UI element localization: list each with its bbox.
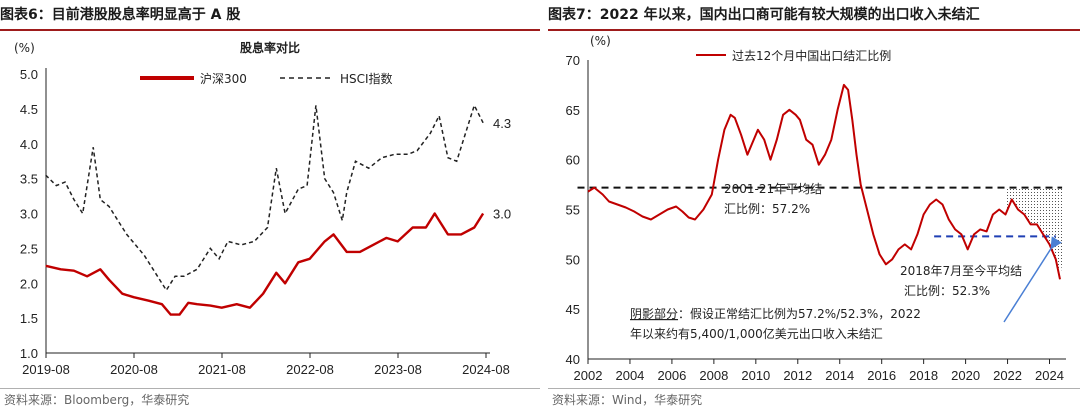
legend-label-csi300: 沪深300 bbox=[200, 72, 247, 86]
y-tick-label: 5.0 bbox=[20, 67, 38, 82]
fx-settlement-chart: (%) 40 45 50 55 60 65 70 2002 2004 2006 2008 2010 201… bbox=[566, 34, 1066, 383]
x-tick-label: 2018 bbox=[909, 368, 938, 383]
source-note-right: 资料来源：Wind，华泰研究 bbox=[552, 393, 703, 407]
x-tick-label: 2019-08 bbox=[22, 362, 70, 377]
x-tick-label: 2006 bbox=[657, 368, 686, 383]
x-tick-label: 2020-08 bbox=[110, 362, 158, 377]
x-tick-label: 2021-08 bbox=[198, 362, 246, 377]
bottom-divider-right bbox=[548, 388, 1080, 389]
annotation-arrow bbox=[1003, 236, 1062, 323]
x-tick-label: 2023-08 bbox=[374, 362, 422, 377]
chart-title: 股息率对比 bbox=[240, 40, 300, 55]
series-line-csi300 bbox=[45, 212, 485, 316]
annotation-shade-line2: 年以来约有5,400/1,000亿美元出口收入未结汇 bbox=[630, 326, 883, 341]
y-tick-label: 40 bbox=[566, 352, 580, 367]
x-tick-label: 2014 bbox=[825, 368, 854, 383]
legend-label-hsci: HSCI指数 bbox=[340, 71, 393, 86]
annotation-avg-2001-21-line1: 2001-21年平均结 bbox=[724, 182, 822, 196]
x-tick-label: 2004 bbox=[615, 368, 644, 383]
y-tick-label: 70 bbox=[566, 53, 580, 68]
x-tick-label: 2012 bbox=[783, 368, 812, 383]
y-unit-label: (%) bbox=[590, 34, 611, 48]
y-tick-label: 2.5 bbox=[20, 241, 38, 256]
y-tick-label: 50 bbox=[566, 252, 580, 267]
end-label-hsci: 4.3 bbox=[493, 116, 511, 131]
y-tick-label: 4.5 bbox=[20, 102, 38, 117]
x-tick-label: 2022-08 bbox=[286, 362, 334, 377]
series-line-fx-settlement bbox=[587, 83, 1061, 280]
y-tick-label: 65 bbox=[566, 103, 580, 118]
y-tick-label: 1.5 bbox=[20, 311, 38, 326]
panel-right: 图表7：2022 年以来，国内出口商可能有较大规模的出口收入未结汇 (%) 40 4… bbox=[548, 0, 1080, 411]
title-divider-left bbox=[0, 29, 540, 31]
annotation-shade-keyword: 阴影部分 bbox=[630, 306, 678, 321]
annotation-avg-2018-line1: 2018年7月至今平均结 bbox=[900, 263, 1022, 278]
y-tick-label: 1.0 bbox=[20, 346, 38, 361]
x-tick-label: 2022 bbox=[993, 368, 1022, 383]
annotation-avg-2001-21-line2: 汇比例：57.2% bbox=[724, 202, 810, 216]
x-tick-label: 2002 bbox=[574, 368, 603, 383]
x-tick-label: 2016 bbox=[867, 368, 896, 383]
end-label-csi300: 3.0 bbox=[493, 207, 511, 222]
y-tick-label: 45 bbox=[566, 302, 580, 317]
title-divider-right bbox=[548, 29, 1080, 31]
source-note-left: 资料来源：Bloomberg，华泰研究 bbox=[4, 393, 190, 407]
y-tick-label: 3.0 bbox=[20, 207, 38, 222]
x-tick-label: 2024 bbox=[1035, 368, 1064, 383]
y-tick-label: 3.5 bbox=[20, 172, 38, 187]
y-tick-label: 55 bbox=[566, 203, 580, 218]
annotation-shade-line1: 阴影部分：假设正常结汇比例为57.2%/52.3%，2022 bbox=[630, 306, 921, 321]
y-tick-label: 4.0 bbox=[20, 137, 38, 152]
x-tick-label: 2024-08 bbox=[462, 362, 510, 377]
x-tick-label: 2008 bbox=[699, 368, 728, 383]
panel-left: 图表6：目前港股股息率明显高于 A 股 (%) 股息率对比 1.0 1.5 2.0 2.5… bbox=[0, 7, 540, 407]
y-tick-label: 60 bbox=[566, 153, 580, 168]
x-tick-label: 2020 bbox=[951, 368, 980, 383]
series-line-hsci bbox=[45, 103, 484, 292]
dividend-yield-chart: (%) 股息率对比 1.0 1.5 2.0 2.5 3.0 3.5 4.0 4.5 5.0 2019-… bbox=[14, 40, 511, 377]
annotation-shade-text: ：假设正常结汇比例为57.2%/52.3%，2022 bbox=[678, 307, 921, 321]
figure-title-right: 图表7：2022 年以来，国内出口商可能有较大规模的出口收入未结汇 bbox=[548, 7, 980, 23]
figure-title-left: 图表6：目前港股股息率明显高于 A 股 bbox=[0, 7, 241, 23]
y-unit-label: (%) bbox=[14, 41, 35, 55]
x-tick-label: 2010 bbox=[741, 368, 770, 383]
legend-label: 过去12个月中国出口结汇比例 bbox=[732, 48, 891, 63]
annotation-avg-2018-line2: 汇比例：52.3% bbox=[904, 284, 990, 298]
bottom-divider-left bbox=[0, 388, 540, 389]
y-tick-label: 2.0 bbox=[20, 276, 38, 291]
